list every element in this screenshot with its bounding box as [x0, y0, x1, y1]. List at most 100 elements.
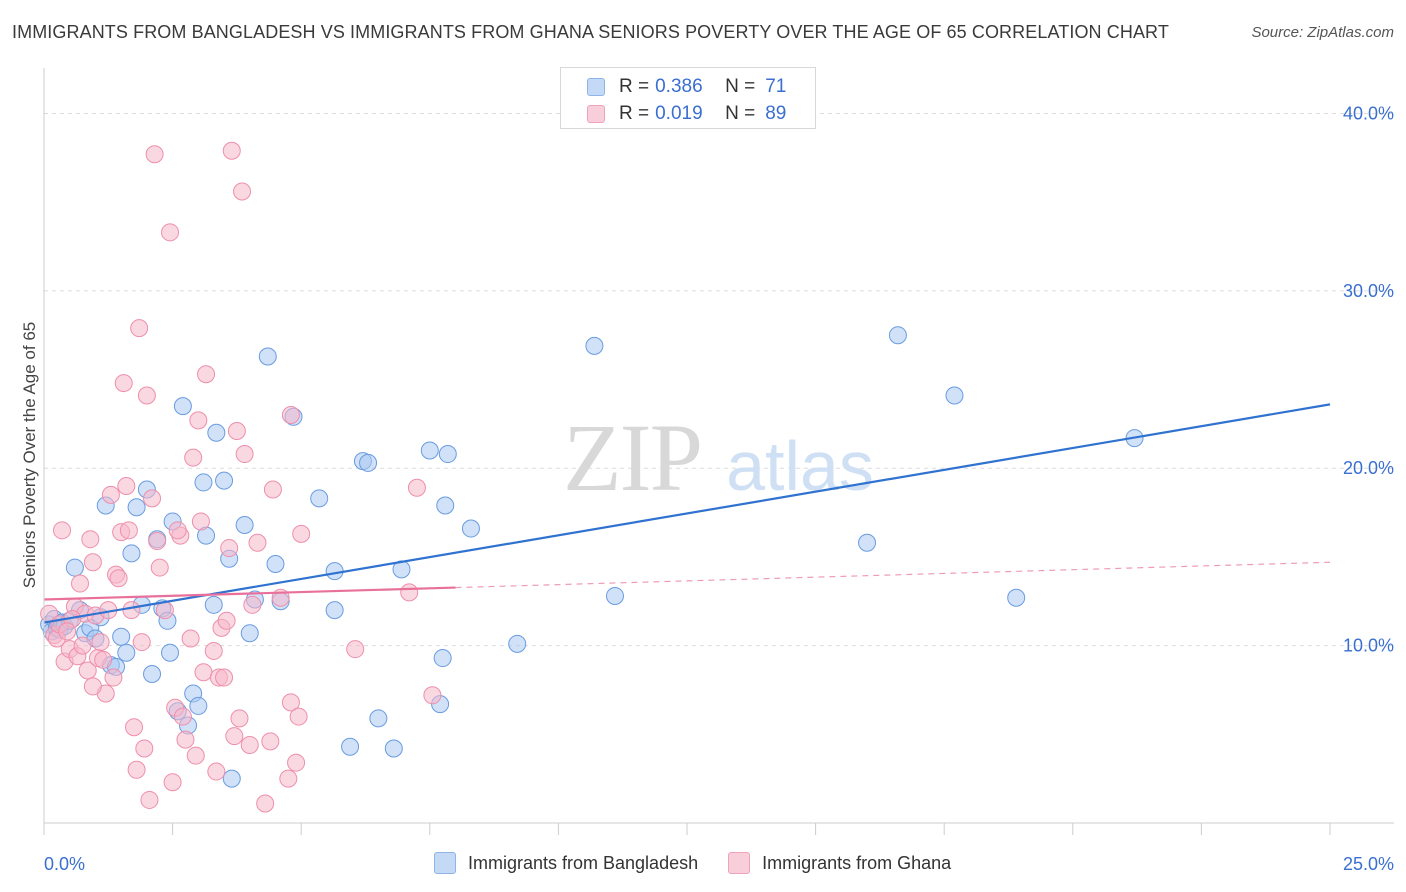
data-point [161, 643, 180, 662]
legend-swatch-ghana [728, 852, 751, 874]
data-point [243, 595, 262, 614]
legend-r-label: R = [619, 76, 650, 97]
data-point [248, 533, 267, 552]
data-point [173, 707, 192, 726]
data-point [109, 569, 128, 588]
data-point [78, 661, 97, 680]
watermark-atlas: atlas [726, 427, 874, 505]
data-point [256, 794, 275, 813]
data-point [117, 643, 136, 662]
legend-swatch-ghana [587, 105, 605, 123]
data-point [207, 423, 226, 442]
data-point [137, 386, 156, 405]
data-point [122, 544, 141, 563]
legend-n-label: N = [725, 76, 756, 97]
legend-label-bangladesh: Immigrants from Bangladesh [468, 852, 699, 873]
data-point [215, 471, 234, 490]
data-point [194, 663, 213, 682]
data-point [215, 668, 234, 687]
data-point [73, 636, 92, 655]
trend-line-1 [43, 586, 456, 601]
y-axis-label: Seniors Poverty Over the Age of 65 [20, 321, 39, 589]
data-point [605, 586, 624, 605]
legend-r-value: 0.019 [655, 103, 703, 124]
data-point [173, 397, 192, 416]
axes [43, 68, 1394, 835]
tick-labels: 10.0% 20.0% 30.0% 40.0% 0.0% 25.0% [44, 103, 1394, 874]
data-point [207, 762, 226, 781]
data-point [53, 521, 72, 540]
data-point [176, 730, 195, 749]
data-point [161, 223, 180, 242]
data-point [155, 601, 174, 620]
data-point [143, 489, 162, 508]
trend-line-0 [43, 403, 1331, 624]
data-point [325, 601, 344, 620]
data-point [91, 633, 110, 652]
data-point [112, 627, 131, 646]
data-point [369, 709, 388, 728]
data-point [145, 145, 164, 164]
y-tick-label: 10.0% [1343, 636, 1394, 656]
data-point [132, 633, 151, 652]
y-tick-label: 40.0% [1343, 103, 1394, 123]
data-point [204, 641, 223, 660]
data-point [310, 489, 329, 508]
data-point [279, 769, 298, 788]
data-point [1007, 588, 1026, 607]
data-point [186, 746, 205, 765]
data-point [65, 558, 84, 577]
data-point [140, 790, 159, 809]
legend-r-value: 0.386 [655, 76, 703, 97]
data-point [346, 640, 365, 659]
data-point [281, 406, 300, 425]
data-point [148, 531, 167, 550]
data-point [292, 524, 311, 543]
data-point [122, 601, 141, 620]
data-point [461, 519, 480, 538]
data-point [71, 574, 90, 593]
data-point [217, 611, 236, 630]
data-point [83, 553, 102, 572]
data-point [359, 453, 378, 472]
data-point [101, 485, 120, 504]
data-point [127, 760, 146, 779]
data-point [81, 530, 100, 549]
data-point [230, 709, 249, 728]
watermark-zip: ZIP [563, 404, 701, 511]
data-point [287, 753, 306, 772]
data-point [438, 445, 457, 464]
data-point [240, 624, 259, 643]
chart-title: IMMIGRANTS FROM BANGLADESH VS IMMIGRANTS… [12, 22, 1169, 42]
source-label: Source: ZipAtlas.com [1251, 24, 1394, 41]
data-point [945, 386, 964, 405]
data-point [163, 773, 182, 792]
data-point [125, 718, 144, 737]
data-point [150, 558, 169, 577]
data-point [220, 539, 239, 558]
data-point [888, 326, 907, 345]
legend-label-ghana: Immigrants from Ghana [762, 852, 952, 873]
legend-row-ghana: R = 0.019 N = 89 [587, 102, 786, 126]
legend-swatch-bangladesh [587, 78, 605, 96]
data-point [143, 665, 162, 683]
data-point [189, 696, 208, 715]
y-tick-label: 30.0% [1343, 281, 1394, 301]
data-point [114, 374, 133, 393]
data-point [400, 583, 419, 602]
watermark: ZIP atlas [563, 404, 874, 511]
legend-n-value: 89 [765, 103, 787, 124]
data-point [197, 365, 216, 384]
data-point [119, 521, 138, 540]
legend-swatch-bangladesh [434, 852, 456, 874]
series-0-points [40, 326, 1144, 788]
data-point [407, 478, 426, 497]
trend-lines [43, 403, 1331, 624]
data-point [233, 182, 252, 201]
data-point [127, 498, 146, 517]
data-point [83, 677, 102, 696]
data-point [117, 476, 136, 495]
data-point [194, 473, 213, 492]
data-point [258, 347, 277, 366]
data-point [222, 769, 241, 788]
